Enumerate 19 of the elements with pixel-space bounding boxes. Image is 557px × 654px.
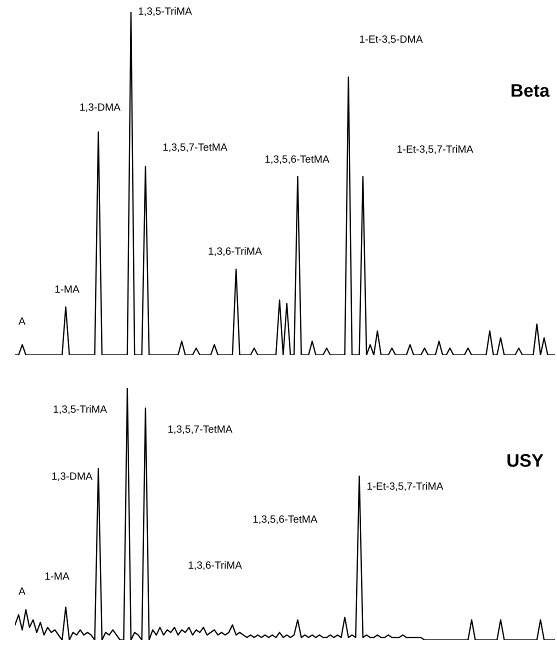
text: Beta — [512, 84, 550, 97]
annotation: A — [18, 588, 26, 595]
annotation: A — [18, 318, 26, 325]
annotation: 1-Et-3,5,7-TriMA — [368, 482, 444, 492]
text: USY — [508, 454, 544, 467]
annotation: 1,3-DMA — [52, 472, 93, 482]
annotation: 1,3,5-TriMA — [54, 405, 107, 414]
annotation: 1,3,5,7-TetMA — [168, 425, 232, 434]
annotation: 1,3-DMA — [80, 103, 121, 112]
annotation: 1,3,5,7-TetMA — [163, 143, 228, 152]
annotation: 1-MA — [55, 286, 80, 293]
annotation: 1,3,6-TriMA — [208, 247, 262, 256]
annotation: 1-Et-3,5,7-TriMA — [398, 145, 474, 154]
annotation: 1,3,5,6-TetMA — [265, 155, 330, 164]
annotation: 1,3,6-TriMA — [188, 561, 242, 570]
annotation: 1,3,5,6-TetMA — [253, 515, 318, 524]
annotation: 1-Et-3,5-DMA — [360, 35, 423, 44]
annotation: 1-MA — [45, 572, 70, 580]
annotation: 1,3,5-TriMA — [138, 7, 192, 16]
